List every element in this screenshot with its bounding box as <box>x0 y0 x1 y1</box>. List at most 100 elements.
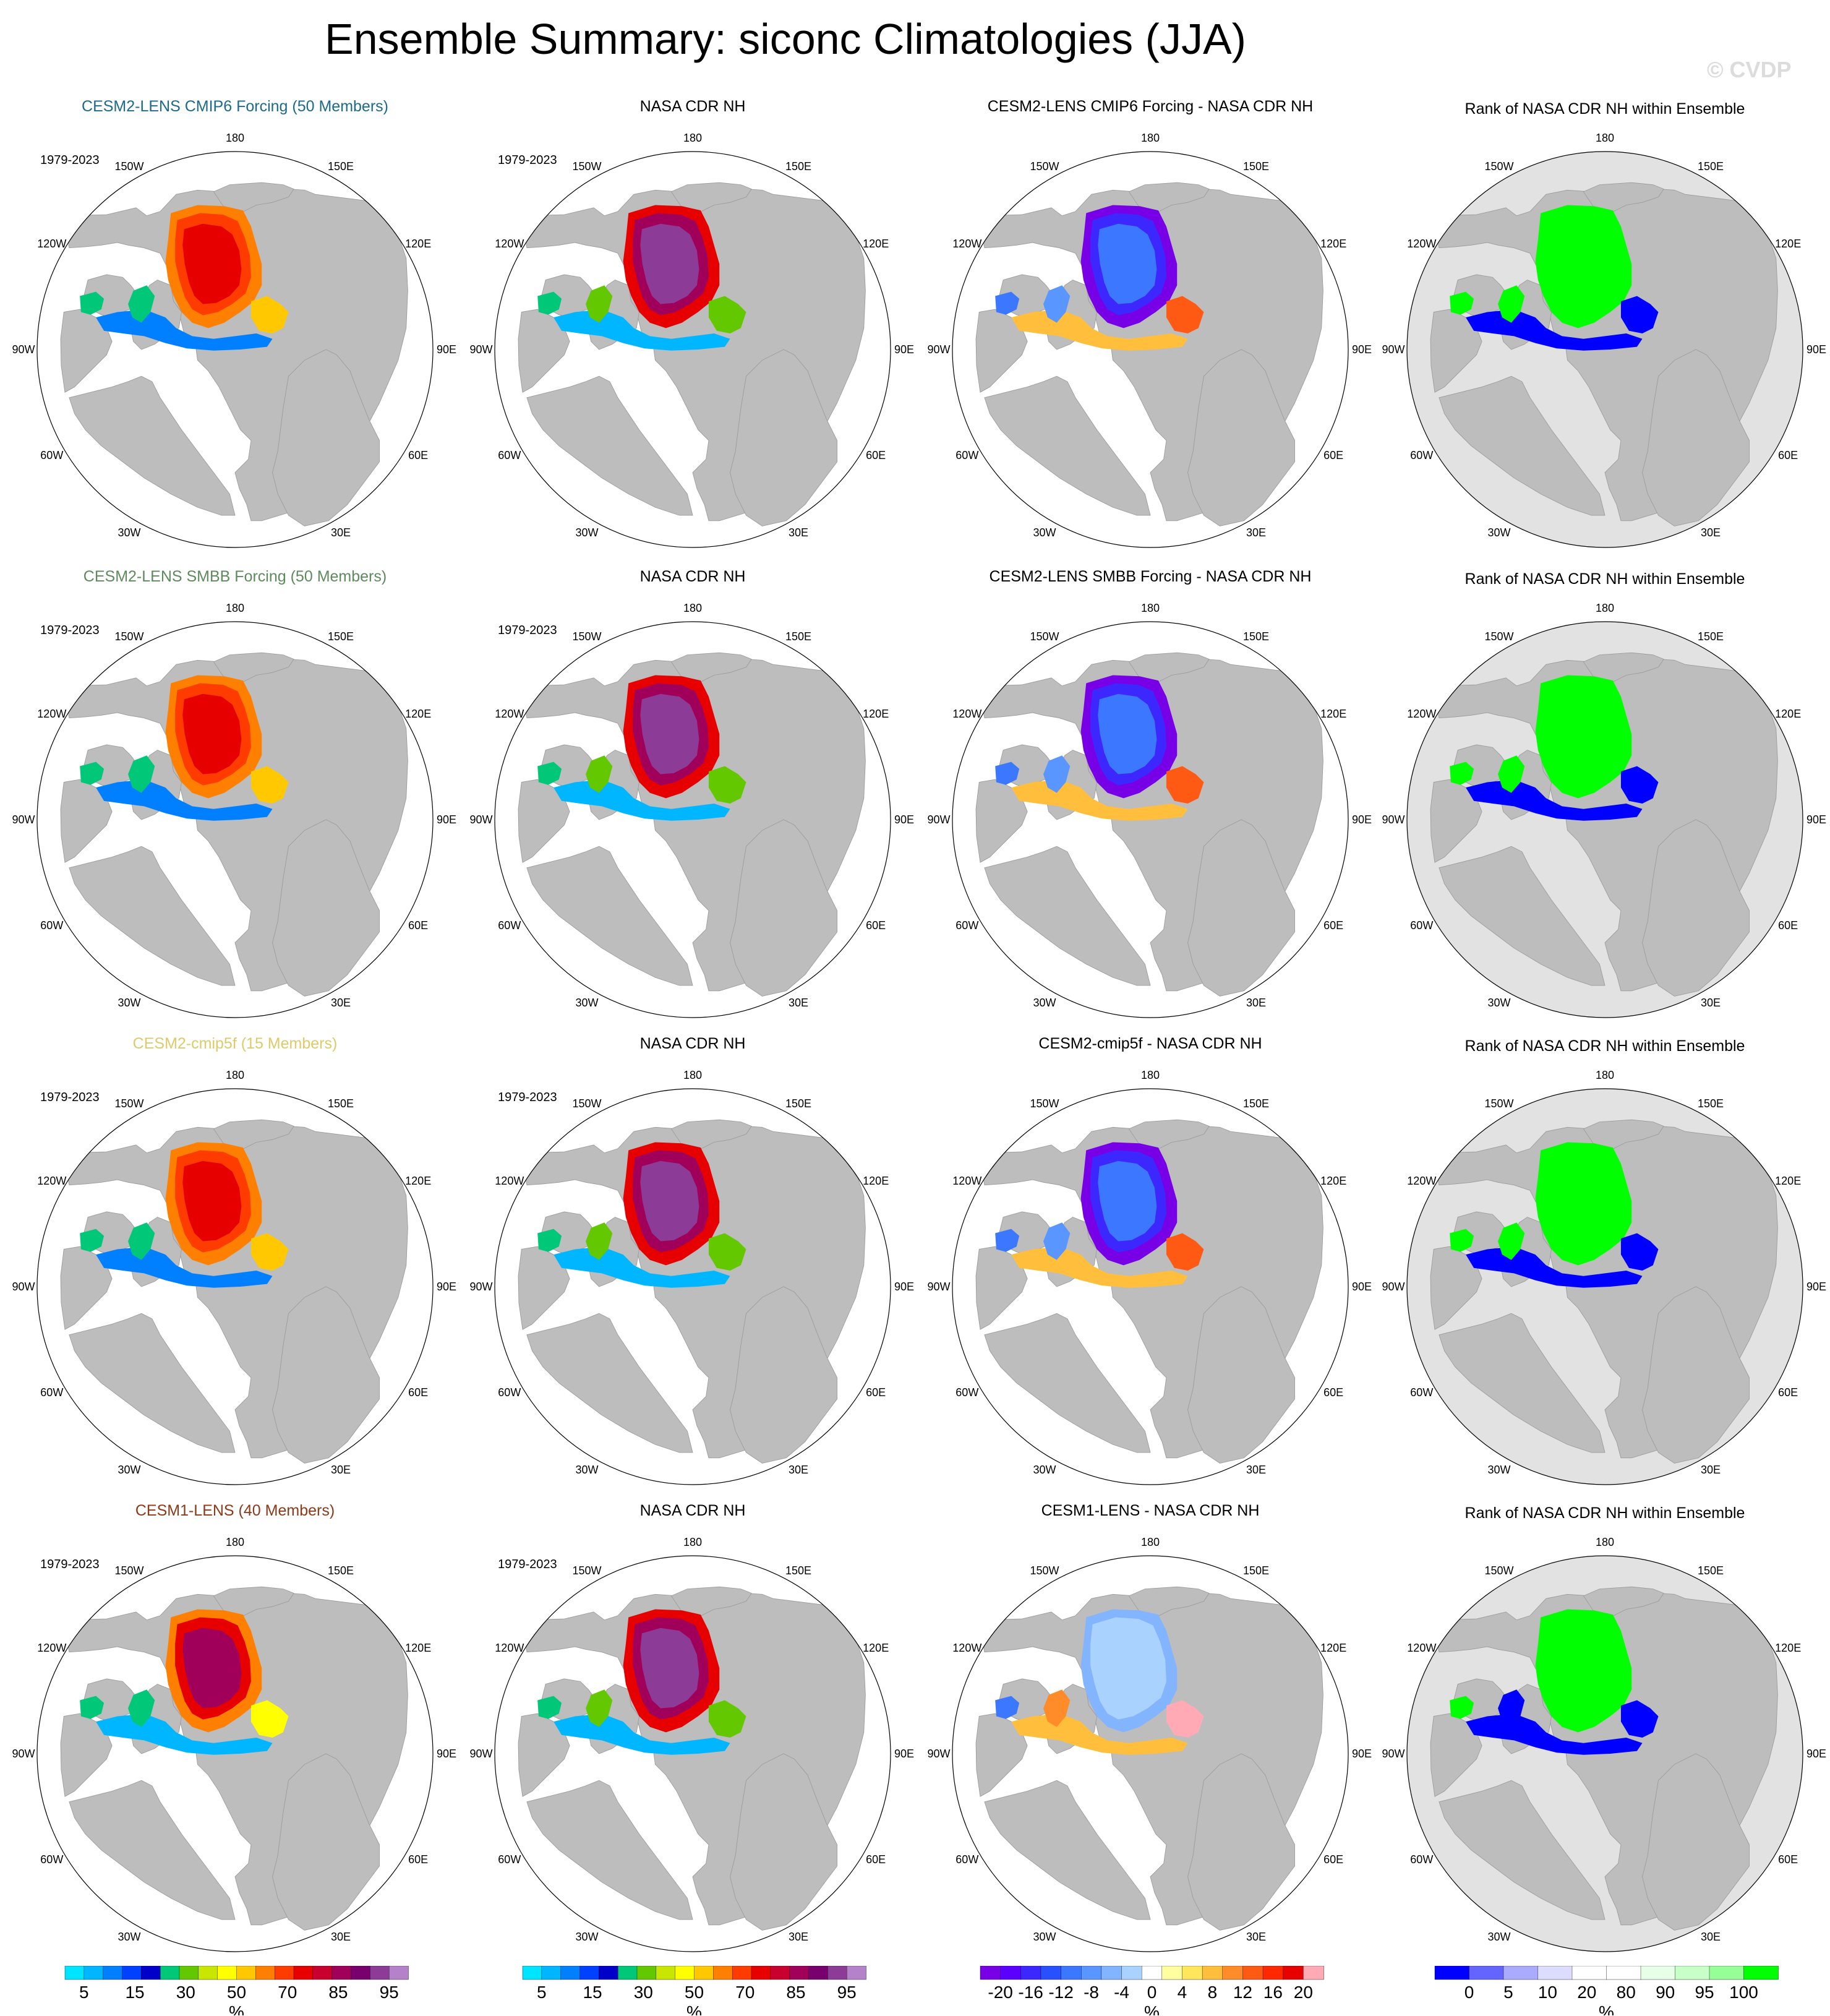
longitude-label: 90E <box>894 343 914 356</box>
land-southLand <box>69 846 236 986</box>
colorbar-tick-label: 20 <box>1577 1983 1596 2002</box>
longitude-label: 150W <box>1484 1564 1513 1577</box>
hudson-ice <box>995 761 1020 785</box>
colorbar-swatch <box>656 1966 676 1980</box>
colorbar-unit: % <box>229 2002 244 2015</box>
difference-map: 180 150E 120E 90E 60E 30E 0 30W 60W 90W 120W 150W <box>927 1536 1372 1961</box>
baffin-ice <box>1043 1222 1071 1260</box>
period-label: 1979-2023 <box>40 153 100 167</box>
land-southLand <box>984 846 1151 986</box>
longitude-label: 30E <box>789 1931 808 1943</box>
longitude-label: 0 <box>690 555 696 557</box>
colorbar-tick-label: 12 <box>1233 1983 1252 2002</box>
hudson-ice <box>537 1696 562 1719</box>
longitude-label: 120E <box>863 238 889 250</box>
longitude-label: 0 <box>1602 555 1608 557</box>
colorbar-swatch <box>198 1966 218 1980</box>
longitude-label: 90E <box>1806 813 1826 826</box>
colorbar-swatch <box>827 1966 847 1980</box>
longitude-label: 90E <box>437 1748 456 1760</box>
longitude-label: 0 <box>1602 1492 1608 1494</box>
longitude-label: 90E <box>437 1280 456 1293</box>
colorbar-swatch <box>331 1966 352 1980</box>
colorbar-tick-label: 0 <box>1464 1983 1474 2002</box>
longitude-label: 30E <box>1701 1464 1721 1476</box>
panel-title: CESM2-LENS SMBB Forcing - NASA CDR NH <box>989 568 1312 585</box>
longitude-label: 60E <box>1323 1853 1343 1866</box>
colorbar-swatch <box>1303 1966 1324 1980</box>
panel-title: NASA CDR NH <box>639 1502 746 1519</box>
land-europe <box>730 349 837 526</box>
colorbar-swatch <box>293 1966 314 1980</box>
barents-ice <box>1620 1700 1659 1738</box>
longitude-label: 90E <box>894 813 914 826</box>
land-southLand <box>526 846 693 986</box>
land-europe <box>1642 1286 1750 1464</box>
longitude-label: 90W <box>927 813 950 826</box>
colorbar-tick-label: 95 <box>380 1983 399 2002</box>
panel-title: Rank of NASA CDR NH within Ensemble <box>1464 1504 1745 1522</box>
colorbar-tick-label: 50 <box>227 1983 246 2002</box>
map-boundary <box>494 1088 891 1485</box>
colorbar-swatch <box>370 1966 390 1980</box>
longitude-label: 60E <box>408 919 428 932</box>
longitude-label: 30E <box>1246 1931 1266 1943</box>
longitude-label: 0 <box>1147 1959 1153 1961</box>
longitude-label: 180 <box>1596 1069 1614 1081</box>
map-boundary <box>1406 151 1803 548</box>
longitude-label: 90W <box>12 1748 35 1760</box>
rank-map: 180 150E 120E 90E 60E 30E 0 30W 60W 90W 120W 150W <box>1382 1536 1826 1961</box>
colorbar-swatch <box>808 1966 829 1980</box>
longitude-label: 90W <box>469 343 492 356</box>
longitude-label: 120E <box>1320 708 1346 720</box>
longitude-label: 150W <box>114 630 143 643</box>
colorbar-tick-label: -20 <box>988 1983 1012 2002</box>
colorbar-swatch <box>274 1966 294 1980</box>
colorbar-swatch <box>1202 1966 1223 1980</box>
hudson-ice <box>995 291 1020 315</box>
longitude-label: 120E <box>863 1175 889 1187</box>
hudson-ice <box>80 291 105 315</box>
colorbar-swatch <box>1182 1966 1203 1980</box>
longitude-label: 90E <box>894 1748 914 1760</box>
longitude-label: 120E <box>1775 1175 1801 1187</box>
longitude-label: 60E <box>866 1386 886 1399</box>
longitude-label: 120E <box>1775 708 1801 720</box>
longitude-label: 60W <box>498 449 521 461</box>
longitude-label: 180 <box>1141 1536 1160 1548</box>
longitude-label: 120W <box>952 1175 981 1187</box>
barents-ice <box>1166 1700 1204 1738</box>
longitude-label: 150E <box>785 630 811 643</box>
longitude-label: 60W <box>956 1386 978 1399</box>
land-southLand <box>69 1313 236 1453</box>
central-ice-core <box>1552 1628 1612 1709</box>
longitude-label: 150W <box>1484 1097 1513 1110</box>
colorbar-swatch <box>541 1966 562 1980</box>
colorbar-swatch <box>1020 1966 1041 1980</box>
longitude-label: 60W <box>956 449 978 461</box>
central-ice-core <box>640 223 699 304</box>
land-europe <box>1642 819 1750 997</box>
longitude-label: 120W <box>1407 238 1436 250</box>
longitude-label: 60W <box>1410 449 1433 461</box>
map-boundary <box>494 151 891 548</box>
longitude-label: 120W <box>952 238 981 250</box>
land-southLand <box>984 1780 1151 1920</box>
longitude-label: 0 <box>232 1025 238 1027</box>
longitude-label: 120E <box>1775 1642 1801 1654</box>
longitude-label: 120E <box>1320 1642 1346 1654</box>
land-europe <box>1187 349 1295 526</box>
colorbar-tick-label: -8 <box>1084 1983 1099 2002</box>
colorbar-swatch <box>351 1966 371 1980</box>
land-hudson <box>60 1713 113 1797</box>
longitude-label: 90E <box>1352 1748 1372 1760</box>
colorbar-swatch <box>1434 1966 1470 1980</box>
longitude-label: 120W <box>1407 1175 1436 1187</box>
panel-title: NASA CDR NH <box>639 568 746 585</box>
longitude-label: 60E <box>1323 449 1343 461</box>
map-boundary <box>36 1555 434 1952</box>
barents-ice <box>1166 766 1204 804</box>
colorbar-tick-label: -12 <box>1048 1983 1073 2002</box>
longitude-label: 150W <box>572 1564 601 1577</box>
land-europe <box>272 1753 380 1931</box>
